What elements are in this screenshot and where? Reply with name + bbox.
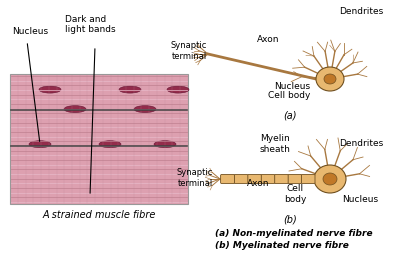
Ellipse shape [324, 74, 336, 84]
Text: Dendrites: Dendrites [339, 7, 383, 16]
Text: Synaptic
terminal: Synaptic terminal [177, 168, 213, 188]
Ellipse shape [167, 86, 189, 93]
Ellipse shape [323, 173, 337, 185]
Text: (b) Myelinated nerve fibre: (b) Myelinated nerve fibre [215, 241, 349, 250]
Text: Nucleus: Nucleus [274, 82, 310, 91]
Text: (a) Non-myelinated nerve fibre: (a) Non-myelinated nerve fibre [215, 229, 373, 238]
Text: Cell
body: Cell body [284, 184, 306, 204]
FancyBboxPatch shape [288, 175, 302, 184]
Text: (a): (a) [283, 111, 297, 121]
Ellipse shape [119, 86, 141, 93]
Ellipse shape [29, 141, 51, 148]
FancyBboxPatch shape [261, 175, 275, 184]
Text: A strained muscle fibre: A strained muscle fibre [42, 210, 156, 220]
Ellipse shape [134, 105, 156, 113]
Text: Nucleus: Nucleus [12, 27, 48, 36]
Ellipse shape [39, 86, 61, 93]
Text: Cell body: Cell body [268, 91, 310, 100]
Text: Dark and: Dark and [65, 15, 106, 24]
Bar [10, 74, 188, 204]
Text: Axon: Axon [257, 35, 279, 44]
Text: Axon: Axon [247, 179, 269, 188]
Ellipse shape [99, 141, 121, 148]
Ellipse shape [154, 141, 176, 148]
Text: Synaptic
terminal: Synaptic terminal [171, 41, 207, 61]
Ellipse shape [314, 165, 346, 193]
Text: Dendrites: Dendrites [339, 139, 383, 148]
Text: (b): (b) [283, 214, 297, 224]
FancyBboxPatch shape [301, 175, 315, 184]
FancyBboxPatch shape [248, 175, 261, 184]
FancyBboxPatch shape [234, 175, 248, 184]
FancyBboxPatch shape [221, 175, 234, 184]
Text: light bands: light bands [65, 25, 116, 34]
Ellipse shape [316, 67, 344, 91]
Text: Myelin
sheath: Myelin sheath [260, 134, 290, 154]
Text: Nucleus: Nucleus [342, 195, 378, 204]
FancyBboxPatch shape [274, 175, 288, 184]
Ellipse shape [64, 105, 86, 113]
